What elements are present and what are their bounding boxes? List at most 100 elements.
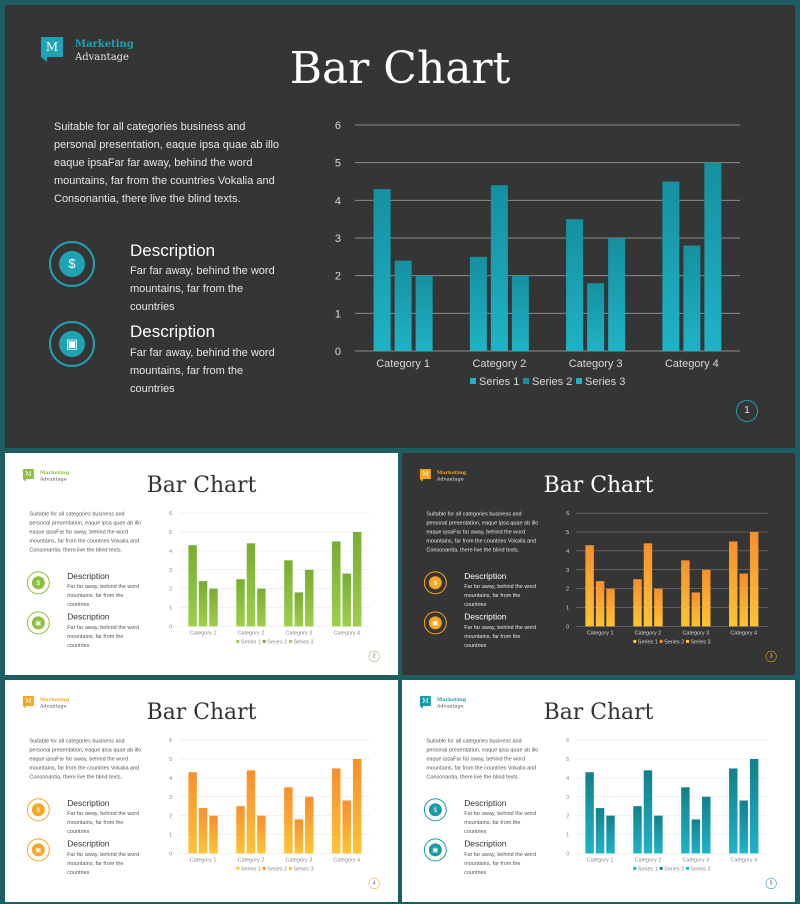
- legend-label: Series 3: [294, 639, 314, 645]
- x-category-label: Category 1: [190, 630, 217, 636]
- intro-text: Suitable for all categories business and…: [29, 738, 142, 781]
- page-number: 2: [368, 650, 380, 662]
- logo-text-marketing: Marketing: [39, 470, 70, 476]
- y-tick-label: 2: [566, 587, 569, 593]
- x-category-label: Category 4: [730, 630, 757, 636]
- bar-series-2-category-2: [246, 770, 256, 854]
- money-bag-icon-core: $: [428, 803, 442, 817]
- description-text: Far far away, behind the word mountains,…: [464, 810, 537, 835]
- briefcase-money-icon: ▣: [49, 321, 95, 367]
- y-tick-label: 1: [335, 308, 341, 320]
- logo-text-marketing: Marketing: [436, 697, 467, 703]
- x-category-label: Category 2: [635, 857, 662, 863]
- y-tick-label: 1: [566, 832, 569, 838]
- x-category-label: Category 1: [587, 630, 614, 636]
- legend-swatch: [262, 866, 266, 870]
- x-category-label: Category 4: [333, 630, 360, 636]
- logo-text-advantage: Advantage: [39, 476, 67, 483]
- y-tick-label: 6: [169, 511, 172, 517]
- legend-label: Series 2: [267, 639, 287, 645]
- briefcase-money-icon-core: ▣: [31, 616, 45, 630]
- bar-series-2-category-1: [595, 581, 605, 627]
- logo-mark: M: [419, 469, 431, 482]
- bar-series-1-category-4: [332, 768, 341, 854]
- bar-series-2-category-4: [739, 800, 748, 854]
- description-title: Description: [67, 798, 110, 808]
- description-title: Description: [464, 838, 507, 849]
- x-category-label: Category 1: [190, 857, 217, 863]
- description-text: Far far away, behind the word mountains,…: [464, 624, 537, 649]
- slide-title: Bar Chart: [543, 472, 654, 498]
- legend-swatch: [633, 866, 637, 870]
- y-tick-label: 6: [169, 738, 172, 744]
- description-text: Far far away, behind the word mountains,…: [464, 851, 537, 876]
- legend-swatch: [523, 378, 529, 384]
- bar-series-3-category-4: [704, 162, 722, 351]
- bar-series-2-category-4: [683, 245, 701, 351]
- intro-text: Suitable for all categories business and…: [426, 738, 539, 781]
- briefcase-money-icon-core: ▣: [31, 843, 45, 857]
- bar-series-2-category-1: [198, 808, 208, 854]
- slide-title: Bar Chart: [146, 699, 257, 725]
- bar-series-2-category-4: [342, 573, 351, 627]
- bar-series-1-category-2: [236, 579, 245, 627]
- legend-label: Series 1: [241, 866, 261, 872]
- slide-3-thumbnail[interactable]: M Marketing Advantage Bar Chart Suitable…: [402, 453, 795, 675]
- y-tick-label: 6: [566, 511, 569, 517]
- y-tick-label: 4: [566, 776, 569, 782]
- x-category-label: Category 3: [569, 358, 623, 370]
- legend-label: Series 2: [664, 866, 684, 872]
- bar-series-3-category-3: [608, 238, 626, 351]
- legend-swatch: [289, 866, 293, 870]
- bar-series-2-category-1: [595, 808, 605, 854]
- page-number: 3: [765, 650, 777, 662]
- briefcase-money-icon: ▣: [26, 838, 50, 862]
- bar-chart: 0 1 2 3 4 5 6 Category 1 Category 2 Category 3 Cat…: [566, 511, 768, 645]
- legend-label: Series 1: [638, 639, 658, 645]
- y-tick-label: 0: [169, 624, 172, 630]
- logo-mark: M: [419, 696, 431, 709]
- bar-series-3-category-1: [606, 815, 615, 854]
- slide-2-thumbnail[interactable]: M Marketing Advantage Bar Chart Suitable…: [5, 453, 398, 675]
- y-tick-label: 2: [335, 271, 341, 283]
- description-title: Description: [464, 571, 507, 581]
- slide-1[interactable]: M Marketing Advantage Bar Chart Suitable…: [5, 5, 795, 448]
- bar-series-3-category-3: [702, 569, 711, 627]
- money-bag-icon: $: [26, 571, 50, 595]
- description-title: Description: [464, 611, 507, 622]
- page-number: 5: [765, 877, 777, 889]
- y-tick-label: 4: [335, 195, 341, 207]
- bar-series-3-category-2: [257, 815, 266, 854]
- logo-text-marketing: Marketing: [75, 39, 134, 50]
- slide-title: Bar Chart: [289, 43, 511, 94]
- bar-series-3-category-2: [257, 588, 266, 627]
- briefcase-money-icon-core: ▣: [428, 843, 442, 857]
- x-category-label: Category 3: [682, 857, 709, 863]
- bar-series-1-category-2: [469, 256, 487, 351]
- legend-label: Series 1: [638, 866, 658, 872]
- legend-swatch: [659, 639, 663, 643]
- legend-swatch: [633, 639, 637, 643]
- description-text: Far far away, behind the word mountains,…: [130, 265, 275, 313]
- page-number: 1: [736, 400, 758, 422]
- description-text: Far far away, behind the word mountains,…: [464, 583, 537, 608]
- legend-swatch: [470, 378, 476, 384]
- legend-swatch: [236, 866, 240, 870]
- logo-mark: M: [22, 469, 34, 482]
- y-tick-label: 2: [169, 587, 172, 593]
- logo-text-advantage: Advantage: [436, 476, 464, 483]
- y-tick-label: 6: [566, 738, 569, 744]
- x-category-label: Category 2: [238, 857, 265, 863]
- legend-swatch: [686, 639, 690, 643]
- bar-chart: 0 1 2 3 4 5 6 Category 1 Category 2 Category 3 Cat…: [169, 738, 371, 872]
- bar-series-3-category-1: [209, 588, 218, 627]
- bar-chart: 0 1 2 3 4 5 6 Category 1 Category 2 Category 3 Cat…: [169, 511, 371, 645]
- y-tick-label: 2: [566, 814, 569, 820]
- slide-5-thumbnail[interactable]: M Marketing Advantage Bar Chart Suitable…: [402, 680, 795, 902]
- bar-series-1-category-4: [729, 768, 738, 854]
- money-bag-icon: $: [423, 798, 447, 822]
- slide-4-thumbnail[interactable]: M Marketing Advantage Bar Chart Suitable…: [5, 680, 398, 902]
- bar-series-2-category-3: [587, 283, 605, 351]
- page-number: 4: [368, 877, 380, 889]
- bar-series-1-category-4: [662, 181, 680, 351]
